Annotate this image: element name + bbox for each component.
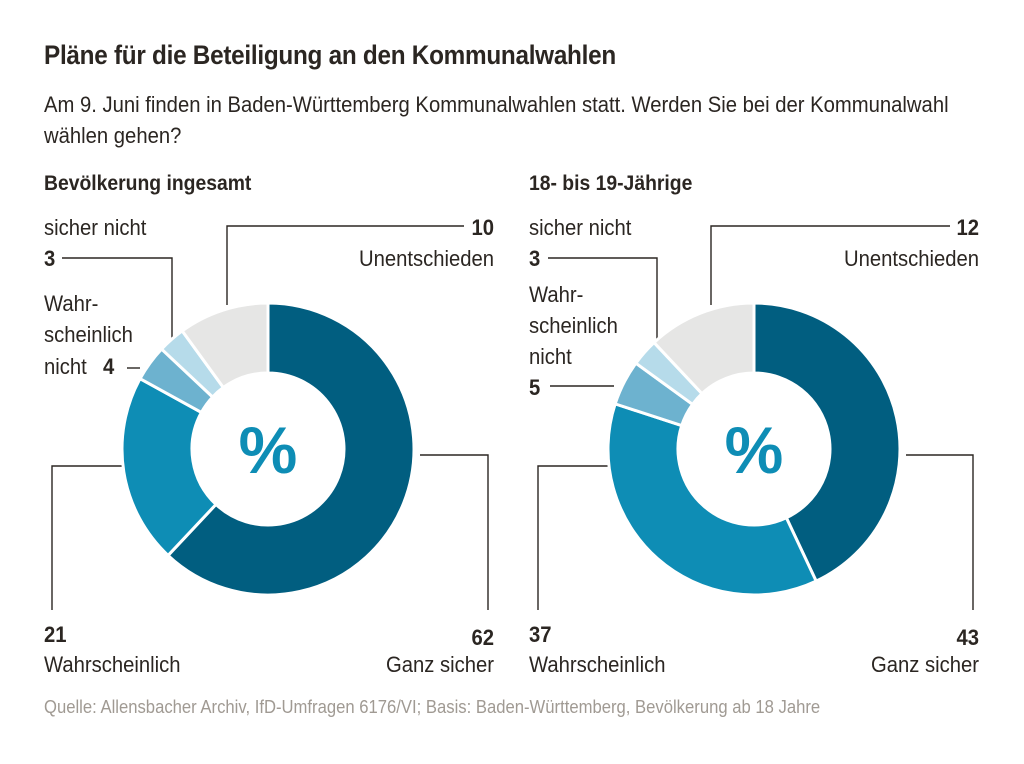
category-label: scheinlich <box>529 313 618 338</box>
category-label: Wahrscheinlich <box>44 652 180 677</box>
value-label: 10 <box>471 215 494 240</box>
leader-line-wahrscheinlich <box>537 465 609 610</box>
leader-line-wahrscheinlich <box>51 465 123 610</box>
category-label: Unentschieden <box>844 246 979 271</box>
category-label: Wahrscheinlich <box>529 652 665 677</box>
label-wahrscheinlich: 37 Wahrscheinlich <box>529 622 665 677</box>
category-label: sicher nicht <box>44 215 146 240</box>
leader-line-sicher-nicht <box>548 257 658 349</box>
label-wahrscheinlich-nicht: Wahr-scheinlich nicht 5 <box>529 282 618 400</box>
chart-subtitle: 18- bis 19-Jährige <box>529 171 692 195</box>
label-unentschieden: 12 Unentschieden <box>844 215 979 271</box>
value-label: 4 <box>103 354 114 379</box>
slice-ganz-sicher <box>752 301 902 583</box>
value-label: 5 <box>529 375 540 400</box>
value-label: 3 <box>529 246 540 271</box>
slice-unentschieden <box>652 301 756 396</box>
leader-line-unentschieden <box>226 225 464 305</box>
category-label: Unentschieden <box>359 246 494 271</box>
leader-line-ganz-sicher <box>420 454 489 610</box>
category-label: nicht <box>529 344 572 369</box>
label-sicher-nicht: sicher nicht 3 <box>44 215 146 271</box>
value-label: 37 <box>529 622 552 647</box>
value-label: 3 <box>44 246 55 271</box>
category-label: nicht <box>44 354 87 379</box>
label-sicher-nicht: sicher nicht 3 <box>529 215 631 271</box>
label-unentschieden: 10 Unentschieden <box>359 215 494 271</box>
category-label: Wahr- <box>529 282 583 307</box>
center-percent-label: % <box>239 413 298 487</box>
leader-line-sicher-nicht <box>62 257 173 340</box>
category-label: Ganz sicher <box>871 652 979 677</box>
value-label: 21 <box>44 622 67 647</box>
slice-ganz-sicher <box>166 301 416 597</box>
category-label: Ganz sicher <box>386 652 494 677</box>
chart-question: Am 9. Juni finden in Baden-Württemberg K… <box>44 92 949 148</box>
chart-title: Pläne für die Beteiligung an den Kommuna… <box>44 40 616 70</box>
category-label: scheinlich <box>44 322 133 347</box>
value-label: 12 <box>956 215 979 240</box>
leader-line-unentschieden <box>710 225 950 305</box>
label-wahrscheinlich-nicht: Wahr-scheinlich nicht 4 <box>44 291 133 379</box>
value-label: 62 <box>471 625 494 650</box>
value-label: 43 <box>956 625 979 650</box>
chart-subtitle: Bevölkerung ingesamt <box>44 171 252 195</box>
slice-wahrscheinlich <box>120 377 218 557</box>
category-label: sicher nicht <box>529 215 631 240</box>
center-percent-label: % <box>725 413 784 487</box>
slice-wahrscheinlich <box>606 402 818 597</box>
leader-line-ganz-sicher <box>906 454 974 610</box>
slice-unentschieden <box>180 301 270 390</box>
label-wahrscheinlich: 21 Wahrscheinlich <box>44 622 180 677</box>
category-label: Wahr- <box>44 291 98 316</box>
source-note: Quelle: Allensbacher Archiv, IfD-Umfrage… <box>44 696 821 717</box>
